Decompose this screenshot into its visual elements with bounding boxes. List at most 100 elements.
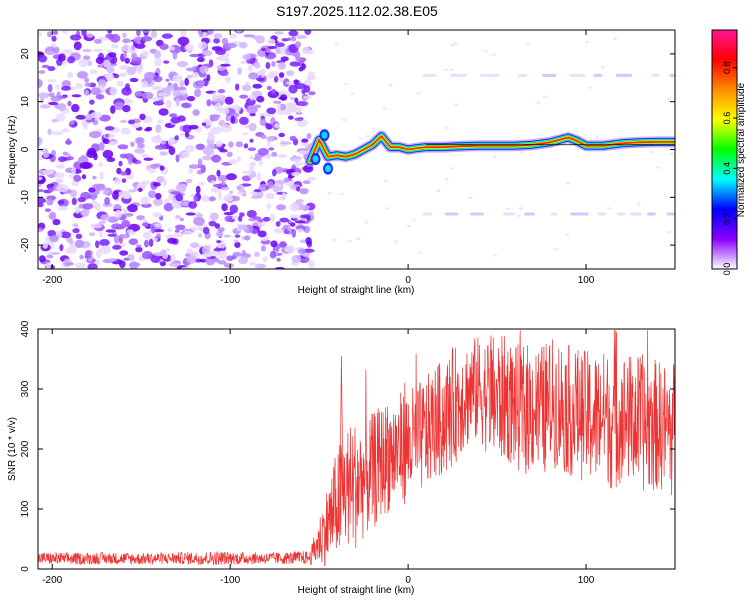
noise-blob bbox=[184, 44, 194, 52]
noise-blob bbox=[87, 60, 93, 66]
noise-blob bbox=[52, 30, 59, 35]
snr-x-tick-label: 0 bbox=[405, 575, 411, 586]
noise-blob bbox=[286, 92, 291, 98]
noise-blob bbox=[154, 144, 167, 150]
noise-blob bbox=[247, 63, 254, 73]
noise-dot bbox=[565, 182, 570, 185]
noise-blob bbox=[186, 255, 197, 264]
noise-blob bbox=[92, 183, 105, 189]
noise-blob bbox=[202, 50, 213, 57]
noise-blob bbox=[39, 255, 46, 263]
noise-blob bbox=[278, 196, 285, 201]
noise-blob bbox=[177, 36, 190, 46]
noise-blob bbox=[307, 71, 315, 78]
noise-blob bbox=[229, 190, 234, 195]
noise-blob bbox=[241, 250, 246, 256]
noise-blob bbox=[225, 115, 230, 122]
noise-blob bbox=[254, 62, 261, 69]
noise-blob bbox=[99, 245, 112, 254]
noise-blob bbox=[121, 219, 131, 228]
noise-blob bbox=[214, 102, 223, 112]
noise-blob bbox=[115, 225, 125, 230]
noise-blob bbox=[284, 245, 296, 253]
harmonic-segment bbox=[422, 212, 433, 216]
noise-dot bbox=[518, 207, 523, 210]
noise-blob bbox=[249, 94, 256, 101]
noise-blob bbox=[159, 151, 168, 156]
harmonic-segment bbox=[542, 73, 557, 77]
noise-blob bbox=[197, 158, 203, 167]
noise-blob bbox=[186, 248, 193, 254]
harmonic-segment bbox=[629, 212, 642, 216]
noise-blob bbox=[161, 33, 173, 39]
noise-blob bbox=[100, 214, 111, 221]
noise-blob bbox=[281, 38, 289, 42]
harmonic-segment bbox=[647, 212, 656, 216]
noise-blob bbox=[260, 134, 267, 140]
noise-blob bbox=[74, 206, 81, 214]
noise-blob bbox=[175, 97, 180, 107]
noise-blob bbox=[276, 257, 281, 262]
noise-blob bbox=[192, 109, 200, 116]
ridge-blob-core bbox=[325, 165, 332, 173]
noise-dot bbox=[416, 92, 421, 95]
noise-blob bbox=[295, 199, 304, 203]
snr-panel: -200 -100 0 100 0 100 200 300 400 Height of stra… bbox=[7, 320, 676, 596]
snr-xlabel: Height of straight line (km) bbox=[298, 585, 415, 596]
noise-dot bbox=[327, 192, 332, 195]
noise-blob bbox=[275, 183, 282, 187]
noise-blob bbox=[119, 119, 128, 124]
noise-blob bbox=[90, 191, 97, 201]
noise-blob bbox=[38, 70, 46, 74]
noise-blob bbox=[223, 196, 234, 202]
noise-blob bbox=[148, 190, 157, 199]
noise-dot bbox=[553, 248, 558, 251]
noise-blob bbox=[251, 195, 263, 199]
noise-blob bbox=[123, 257, 130, 261]
noise-blob bbox=[189, 242, 200, 248]
noise-blob bbox=[236, 156, 242, 162]
noise-blob bbox=[200, 164, 206, 174]
noise-blob bbox=[49, 235, 59, 243]
harmonic-segment bbox=[470, 212, 484, 216]
noise-blob bbox=[211, 154, 222, 163]
noise-blob bbox=[226, 42, 237, 49]
noise-blob bbox=[217, 174, 228, 182]
noise-blob bbox=[124, 97, 130, 102]
noise-blob bbox=[163, 202, 174, 212]
noise-blob bbox=[62, 151, 68, 156]
noise-blob bbox=[144, 239, 149, 248]
noise-blob bbox=[249, 161, 257, 167]
noise-blob bbox=[273, 100, 282, 104]
noise-blob bbox=[54, 84, 61, 90]
noise-blob bbox=[50, 95, 62, 102]
noise-blob bbox=[236, 30, 242, 33]
noise-blob bbox=[141, 91, 154, 100]
spectrogram-y-tick-label: -10 bbox=[20, 190, 31, 205]
noise-blob bbox=[128, 189, 137, 193]
noise-dot bbox=[418, 251, 423, 254]
noise-blob bbox=[41, 64, 50, 69]
noise-blob bbox=[44, 208, 52, 213]
noise-blob bbox=[122, 208, 128, 214]
noise-blob bbox=[55, 178, 64, 184]
noise-blob bbox=[179, 217, 185, 222]
harmonic-segment bbox=[669, 73, 675, 77]
noise-blob bbox=[42, 241, 49, 249]
noise-blob bbox=[243, 224, 248, 233]
noise-blob bbox=[206, 143, 216, 150]
noise-blob bbox=[69, 120, 75, 126]
harmonic-segment bbox=[480, 73, 500, 77]
noise-blob bbox=[260, 47, 267, 52]
noise-blob bbox=[65, 247, 77, 254]
noise-dot bbox=[506, 207, 511, 211]
noise-blob bbox=[301, 88, 306, 95]
noise-blob bbox=[126, 229, 134, 235]
noise-blob bbox=[169, 46, 176, 51]
noise-blob bbox=[107, 233, 117, 237]
noise-blob bbox=[221, 203, 228, 212]
noise-blob bbox=[307, 176, 317, 181]
noise-blob bbox=[58, 205, 69, 211]
noise-blob bbox=[77, 197, 86, 203]
noise-blob bbox=[179, 30, 187, 37]
